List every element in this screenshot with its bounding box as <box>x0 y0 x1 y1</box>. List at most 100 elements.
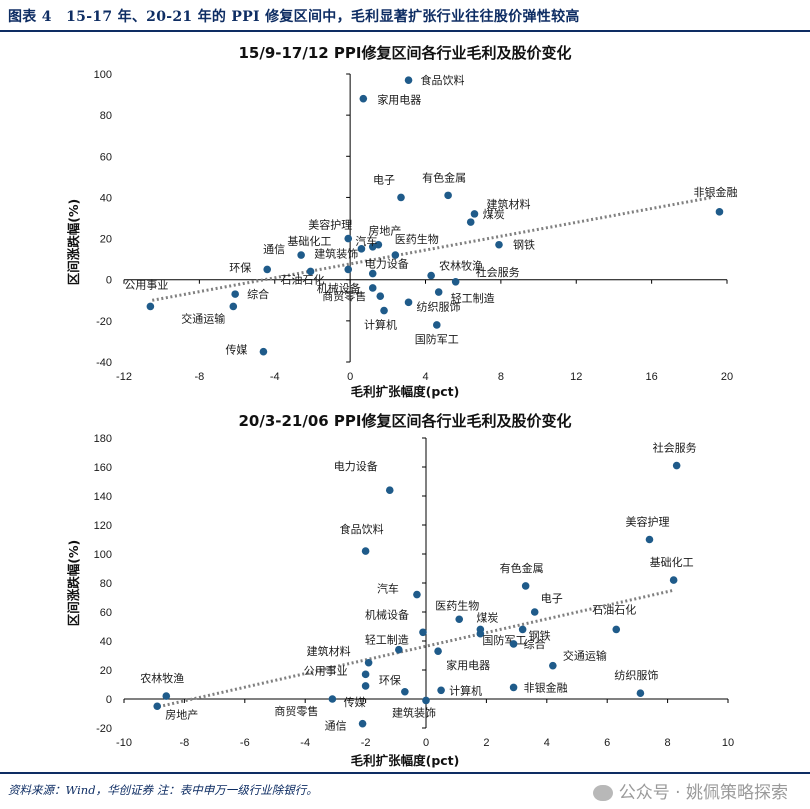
y-tick-label: 0 <box>106 275 112 287</box>
data-point <box>306 267 315 276</box>
data-label: 有色金属 <box>500 561 544 575</box>
data-label: 建筑材料 <box>307 644 351 658</box>
data-label: 房地产 <box>368 224 401 238</box>
data-point <box>229 302 238 311</box>
data-label: 公用事业 <box>124 278 168 291</box>
data-label: 电力设备 <box>334 459 378 473</box>
data-point <box>231 290 239 298</box>
data-point <box>518 625 527 634</box>
data-label: 电力设备 <box>365 257 409 271</box>
x-tick-label: 20 <box>721 371 733 383</box>
data-point <box>521 582 530 590</box>
data-label: 非银金融 <box>693 185 737 199</box>
data-label: 钢铁 <box>513 239 535 252</box>
y-tick-label: 40 <box>100 636 112 648</box>
x-tick-label: 4 <box>422 371 428 383</box>
data-label: 煤炭 <box>483 208 505 221</box>
y-tick-label: 100 <box>94 69 112 81</box>
chart-title: 15/9-17/12 PPI修复区间各行业毛利及股价变化 <box>238 44 571 62</box>
data-label: 商贸零售 <box>322 289 366 303</box>
data-label: 房地产 <box>165 707 198 721</box>
data-label: 石油石化 <box>281 272 325 286</box>
y-axis-title: 区间涨跌幅(%) <box>66 199 81 285</box>
data-point <box>391 251 400 259</box>
scatter-chart-2020-2021: 20/3-21/06 PPI修复区间各行业毛利及股价变化 -10 -8 -6 -4 -2… <box>66 412 734 768</box>
y-tick-label: 140 <box>94 491 112 503</box>
y-tick-label: 120 <box>94 520 112 532</box>
data-label: 环保 <box>229 260 251 274</box>
data-point <box>434 647 442 655</box>
x-tick-label: -8 <box>194 371 204 383</box>
data-label: 建筑装饰 <box>392 705 436 719</box>
data-point <box>364 658 373 667</box>
data-point <box>413 590 421 599</box>
data-label: 国防军工 <box>415 332 459 346</box>
y-tick-label: -20 <box>96 316 112 328</box>
data-point <box>376 292 385 300</box>
data-point <box>549 661 557 670</box>
x-tick-label: -12 <box>116 371 132 383</box>
y-tick-label: 180 <box>94 433 112 445</box>
data-point <box>263 265 272 274</box>
scatter-chart-2015-2017: 15/9-17/12 PPI修复区间各行业毛利及股价变化 -12 -8 -4 0 4 8 1… <box>66 44 737 399</box>
data-point <box>466 218 475 226</box>
data-point <box>344 234 353 243</box>
data-label: 钢铁 <box>529 629 551 642</box>
watermark: 公众号 · 姚佩策略探索 <box>592 778 788 803</box>
data-label: 通信 <box>263 243 285 256</box>
data-point <box>395 645 403 654</box>
data-point <box>433 321 441 329</box>
data-label: 家用电器 <box>446 658 490 672</box>
x-axis-title: 毛利扩张幅度(pct) <box>351 753 460 768</box>
data-label: 美容护理 <box>308 218 352 232</box>
trend-line <box>151 195 713 302</box>
data-label: 农林牧渔 <box>439 259 483 273</box>
x-tick-label: -4 <box>300 737 310 749</box>
data-point <box>530 608 539 616</box>
watermark-text: 公众号 · 姚佩策略探索 <box>618 783 788 803</box>
data-label: 农林牧渔 <box>140 671 184 685</box>
data-label: 非银金融 <box>524 680 568 694</box>
report-header: 图表 4 15-17 年、20-21 年的 PPI 修复区间中，毛利显著扩张行业… <box>0 0 810 32</box>
data-point <box>259 347 268 356</box>
data-point <box>357 245 366 253</box>
data-label: 纺织服饰 <box>614 668 658 682</box>
data-point <box>451 277 460 286</box>
figure-caption: 图表 4 15-17 年、20-21 年的 PPI 修复区间中，毛利显著扩张行业… <box>8 9 580 25</box>
data-label: 电子 <box>373 173 395 186</box>
data-point <box>368 243 377 251</box>
footer-divider <box>0 772 810 774</box>
data-label: 通信 <box>325 720 347 733</box>
data-point <box>358 719 367 728</box>
trend-line <box>153 588 674 710</box>
data-label: 计算机 <box>449 683 482 697</box>
data-label: 机械设备 <box>365 607 409 621</box>
x-tick-label: 8 <box>665 737 671 749</box>
data-point <box>509 683 518 692</box>
data-point <box>495 240 503 249</box>
y-tick-label: 60 <box>100 607 112 619</box>
data-label: 建筑装饰 <box>314 246 358 260</box>
data-point <box>328 695 337 703</box>
data-point <box>359 94 368 103</box>
data-label: 环保 <box>379 673 401 687</box>
data-point <box>297 251 305 259</box>
chart-axes: -10 -8 -6 -4 -2 0 2 4 6 8 101801601401201008060402… <box>94 433 734 749</box>
data-point <box>344 265 353 274</box>
y-tick-label: 160 <box>94 462 112 474</box>
data-label: 轻工制造 <box>451 291 495 305</box>
data-point <box>153 702 162 711</box>
data-point <box>645 535 654 544</box>
report-footer: 资料来源：Wind，华创证券 注：表中申万一级行业除银行。 公众号 · 姚佩策略… <box>0 770 810 809</box>
x-tick-label: 0 <box>347 371 353 383</box>
y-axis-title: 区间涨跌幅(%) <box>66 540 81 626</box>
data-label: 纺织服饰 <box>417 299 461 313</box>
x-tick-label: 4 <box>544 737 550 749</box>
y-tick-label: 20 <box>100 665 112 677</box>
data-point <box>401 687 409 696</box>
data-point <box>612 625 621 634</box>
x-tick-label: 6 <box>604 737 610 749</box>
data-label: 医药生物 <box>435 598 479 612</box>
